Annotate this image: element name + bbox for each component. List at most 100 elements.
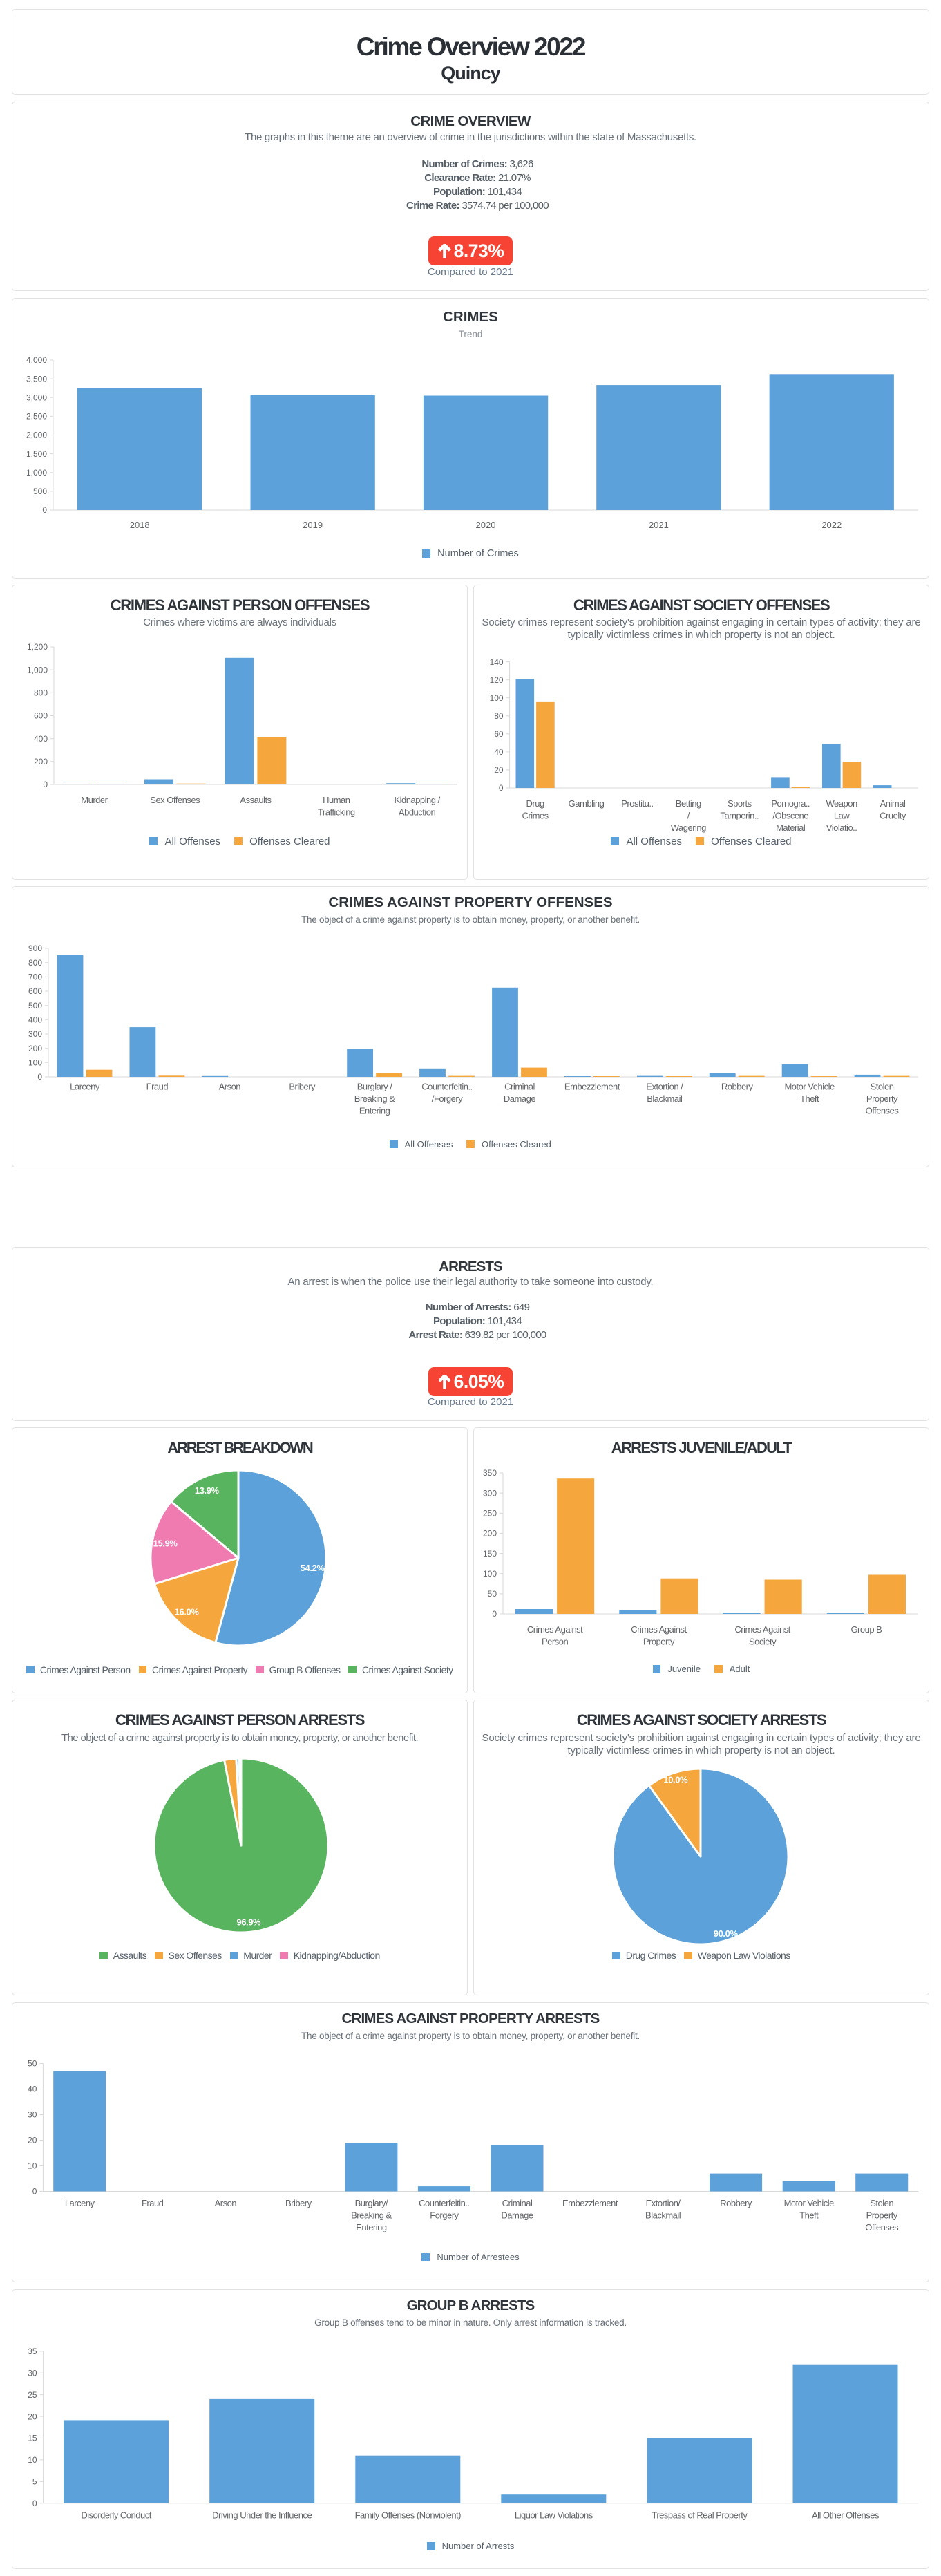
svg-text:Bribery: Bribery	[289, 1082, 316, 1092]
svg-text:Human: Human	[323, 795, 350, 805]
svg-text:Trespass of Real Property: Trespass of Real Property	[652, 2510, 748, 2520]
svg-text:50: 50	[488, 1589, 497, 1599]
svg-text:200: 200	[34, 757, 48, 767]
svg-text:15.9%: 15.9%	[153, 1539, 178, 1549]
svg-text:600: 600	[28, 986, 42, 996]
svg-text:2021: 2021	[649, 520, 669, 530]
svg-text:Disorderly Conduct: Disorderly Conduct	[81, 2510, 151, 2520]
svg-text:Betting: Betting	[676, 798, 701, 809]
svg-text:Abduction: Abduction	[399, 807, 436, 818]
svg-text:30: 30	[28, 2110, 37, 2120]
svg-text:400: 400	[28, 1015, 42, 1025]
svg-text:10.0%: 10.0%	[663, 1775, 688, 1785]
svg-text:Violatio..: Violatio..	[826, 822, 857, 833]
svg-text:Arson: Arson	[215, 2198, 237, 2208]
svg-text:35: 35	[28, 2347, 37, 2356]
svg-text:All Other Offenses: All Other Offenses	[812, 2510, 880, 2520]
svg-text:2018: 2018	[130, 520, 150, 530]
svg-text:Larceny: Larceny	[65, 2198, 95, 2208]
svg-text:900: 900	[28, 943, 42, 953]
svg-text:Gambling: Gambling	[569, 798, 605, 809]
svg-text:Drug: Drug	[526, 798, 544, 809]
svg-text:Stolen: Stolen	[870, 2198, 893, 2208]
svg-text:Animal: Animal	[880, 798, 906, 809]
svg-text:/: /	[687, 811, 690, 821]
svg-text:13.9%: 13.9%	[195, 1485, 220, 1496]
svg-text:96.9%: 96.9%	[236, 1917, 261, 1927]
svg-text:16.0%: 16.0%	[175, 1607, 200, 1617]
svg-text:40: 40	[494, 747, 504, 757]
svg-text:1,200: 1,200	[27, 642, 48, 652]
svg-text:Bribery: Bribery	[285, 2198, 312, 2208]
svg-text:Property: Property	[643, 1637, 675, 1647]
svg-text:Motor Vehicle: Motor Vehicle	[784, 1082, 835, 1092]
svg-text:2020: 2020	[476, 520, 496, 530]
svg-text:Pornogra..: Pornogra..	[771, 798, 810, 809]
svg-text:600: 600	[34, 711, 48, 721]
svg-text:Robbery: Robbery	[721, 1082, 754, 1092]
svg-text:100: 100	[28, 1058, 42, 1068]
svg-text:Family Offenses (Nonviolent): Family Offenses (Nonviolent)	[355, 2510, 462, 2520]
svg-text:Entering: Entering	[356, 2222, 387, 2232]
svg-text:Arson: Arson	[219, 1082, 241, 1092]
svg-text:Offenses: Offenses	[865, 2222, 899, 2232]
svg-text:Sex Offenses: Sex Offenses	[150, 795, 200, 805]
svg-text:0: 0	[492, 1609, 497, 1619]
svg-text:500: 500	[28, 1001, 42, 1010]
svg-text:10: 10	[28, 2161, 37, 2171]
svg-text:Blackmail: Blackmail	[645, 2210, 681, 2221]
svg-text:200: 200	[483, 1529, 497, 1539]
svg-text:0: 0	[32, 2499, 37, 2508]
svg-text:0: 0	[43, 780, 48, 789]
svg-text:4,000: 4,000	[26, 355, 47, 365]
svg-text:120: 120	[490, 675, 504, 685]
svg-text:20: 20	[28, 2136, 37, 2145]
svg-text:Damage: Damage	[504, 1093, 535, 1104]
svg-text:Group B: Group B	[850, 1624, 882, 1635]
svg-text:Embezzlement: Embezzlement	[562, 2198, 618, 2208]
svg-text:Fraud: Fraud	[146, 1082, 169, 1092]
svg-text:150: 150	[483, 1549, 497, 1559]
svg-text:Person: Person	[542, 1637, 568, 1647]
svg-text:Breaking &: Breaking &	[351, 2210, 392, 2221]
svg-text:0: 0	[499, 783, 504, 793]
svg-text:Kidnapping /: Kidnapping /	[394, 795, 440, 805]
svg-text:80: 80	[494, 711, 504, 721]
svg-text:2022: 2022	[821, 520, 842, 530]
svg-text:3,000: 3,000	[26, 393, 47, 402]
svg-text:Counterfeitin..: Counterfeitin..	[421, 1082, 472, 1092]
svg-text:Trafficking: Trafficking	[318, 807, 355, 818]
svg-text:Society: Society	[749, 1637, 777, 1647]
svg-text:Weapon: Weapon	[826, 798, 857, 809]
svg-text:Extortion /: Extortion /	[646, 1082, 683, 1092]
svg-text:500: 500	[33, 487, 47, 496]
svg-text:0: 0	[37, 1072, 42, 1082]
svg-text:100: 100	[490, 693, 504, 703]
svg-text:0: 0	[32, 2187, 37, 2197]
svg-text:1,000: 1,000	[26, 468, 47, 478]
svg-text:20: 20	[494, 765, 504, 775]
svg-text:30: 30	[28, 2368, 37, 2378]
svg-text:Breaking &: Breaking &	[354, 1093, 395, 1104]
svg-text:Theft: Theft	[800, 1093, 819, 1104]
svg-text:800: 800	[34, 688, 48, 698]
svg-text:Damage: Damage	[501, 2210, 533, 2221]
svg-text:60: 60	[494, 729, 504, 739]
svg-text:300: 300	[28, 1029, 42, 1039]
svg-text:Forgery: Forgery	[430, 2210, 459, 2221]
svg-text:1,500: 1,500	[26, 449, 47, 459]
svg-text:Fraud: Fraud	[142, 2198, 164, 2208]
svg-text:2019: 2019	[303, 520, 323, 530]
svg-text:350: 350	[483, 1468, 497, 1478]
svg-text:25: 25	[28, 2390, 37, 2400]
svg-text:Law: Law	[834, 811, 850, 821]
svg-text:Cruelty: Cruelty	[880, 811, 906, 821]
svg-text:200: 200	[28, 1044, 42, 1053]
svg-text:Extortion/: Extortion/	[646, 2198, 681, 2208]
svg-text:/Obscene: /Obscene	[772, 811, 808, 821]
svg-text:10: 10	[28, 2455, 37, 2465]
svg-text:Prostitu..: Prostitu..	[621, 798, 653, 809]
svg-text:Burglary/: Burglary/	[355, 2198, 388, 2208]
svg-text:Driving Under the Influence: Driving Under the Influence	[212, 2510, 312, 2520]
svg-text:54.2%: 54.2%	[301, 1563, 325, 1573]
